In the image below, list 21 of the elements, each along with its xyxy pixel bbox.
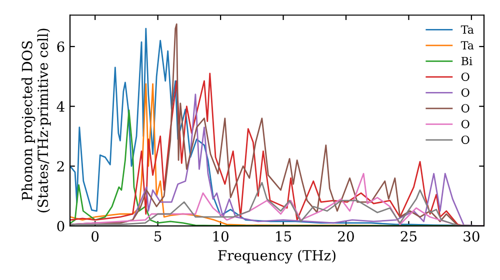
x-tick-label: 20 [338, 231, 354, 242]
legend-label: O [461, 88, 470, 97]
legend-label: O [461, 120, 470, 128]
legend-label: O [461, 72, 470, 81]
legend-label: Ta [460, 25, 474, 34]
y-tick-label: 6 [57, 41, 64, 52]
legend-label: Ta [460, 41, 474, 50]
y-axis-title: Phonon projected DOS (States/THz·primitive cell) [22, 28, 51, 212]
y-tick-label: 4 [56, 101, 64, 112]
x-tick-label: 0 [92, 231, 99, 242]
legend-label: Bi [461, 56, 472, 66]
x-tick-label: 10 [213, 231, 228, 242]
x-tick-label: 25 [400, 231, 416, 242]
legend-label: O [461, 136, 470, 144]
y-tick-label: 2 [57, 161, 64, 172]
x-axis-title: Frequency (THz) [218, 250, 336, 264]
x-tick-label: 30 [464, 231, 480, 242]
y-tick-label: 0 [57, 220, 64, 232]
legend-label: O [461, 104, 470, 112]
x-tick-label: 15 [276, 231, 292, 242]
x-tick-label: 5 [154, 231, 162, 242]
